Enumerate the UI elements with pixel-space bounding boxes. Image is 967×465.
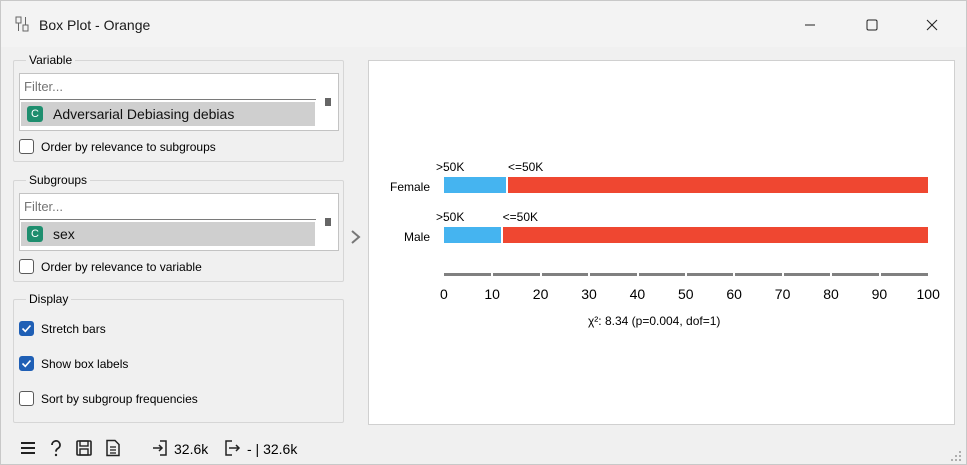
x-tick-mark-60	[733, 272, 736, 277]
x-tick-mark-90	[878, 272, 881, 277]
checkbox-label: Order by relevance to variable	[41, 259, 202, 274]
order-by-relevance-variable-checkbox[interactable]: Order by relevance to variable	[19, 259, 202, 274]
checkbox-label: Stretch bars	[41, 321, 106, 336]
x-tick-mark-10	[491, 272, 494, 277]
box-plot-canvas: Female Male >50K <=50K >50K <=50K 0 10 20 3…	[368, 60, 955, 425]
checkbox-box[interactable]	[19, 321, 34, 336]
status-bar	[1, 434, 966, 464]
x-tick-label-0: 0	[440, 286, 448, 302]
subgroups-list: C sex	[19, 193, 339, 251]
checkbox-label: Sort by subgroup frequencies	[41, 391, 198, 406]
chi-square-statistic: χ²: 8.34 (p=0.004, dof=1)	[588, 314, 721, 328]
variable-filter-input[interactable]	[20, 74, 316, 100]
stretch-bars-checkbox[interactable]: Stretch bars	[19, 321, 106, 336]
title-bar: Box Plot - Orange	[1, 1, 966, 47]
categorical-variable-icon: C	[27, 226, 43, 242]
checkbox-label: Show box labels	[41, 356, 129, 371]
box-label-female-low-income: <=50K	[507, 160, 544, 174]
checkbox-box[interactable]	[19, 259, 34, 274]
x-tick-label-30: 30	[581, 286, 597, 302]
box-label-male-low-income: <=50K	[502, 210, 538, 224]
subgroups-selected-item[interactable]: C sex	[21, 222, 315, 246]
order-by-relevance-subgroups-checkbox[interactable]: Order by relevance to subgroups	[19, 139, 216, 154]
x-tick-label-100: 100	[916, 286, 940, 302]
input-count: 32.6k	[174, 441, 209, 457]
x-tick-label-70: 70	[774, 286, 791, 302]
variable-list-scrollbar[interactable]	[325, 98, 331, 106]
x-tick-label-10: 10	[484, 286, 500, 302]
x-tick-mark-30	[588, 272, 591, 277]
variable-group-title: Variable	[26, 53, 76, 67]
variable-list: C Adversarial Debiasing debias	[19, 73, 339, 131]
x-tick-mark-20	[539, 272, 542, 277]
variable-selected-label: Adversarial Debiasing debias	[53, 106, 235, 122]
show-box-labels-checkbox[interactable]: Show box labels	[19, 356, 128, 371]
window-title: Box Plot - Orange	[39, 17, 151, 33]
close-button[interactable]	[909, 9, 955, 41]
report-icon[interactable]	[104, 439, 122, 457]
categorical-variable-icon: C	[27, 106, 43, 122]
minimize-button[interactable]	[787, 9, 833, 41]
x-tick-mark-40	[636, 272, 639, 277]
checkbox-label: Order by relevance to subgroups	[41, 139, 216, 154]
variable-selected-item[interactable]: C Adversarial Debiasing debias	[21, 102, 315, 126]
bar-male-low-income	[502, 227, 928, 243]
checkbox-box[interactable]	[19, 356, 34, 371]
display-group: Display Stretch bars Show box labels Sor…	[13, 292, 344, 423]
chevron-right-icon[interactable]	[349, 229, 363, 245]
x-tick-label-80: 80	[823, 286, 839, 302]
subgroups-filter-input[interactable]	[20, 194, 316, 220]
x-tick-label-90: 90	[871, 286, 888, 302]
output-data-icon	[225, 440, 241, 456]
sort-by-subgroup-frequencies-checkbox[interactable]: Sort by subgroup frequencies	[19, 391, 198, 406]
bar-female-high-income	[444, 177, 506, 193]
hamburger-menu-icon[interactable]	[19, 439, 37, 457]
row-label-female: Female	[390, 180, 431, 194]
save-icon[interactable]	[75, 439, 93, 457]
subgroups-group-title: Subgroups	[26, 173, 91, 187]
checkmark-icon	[21, 359, 32, 368]
box-label-male-high-income: >50K	[436, 210, 465, 224]
resize-grip-icon[interactable]	[950, 450, 962, 462]
display-group-title: Display	[26, 292, 72, 306]
input-data-icon	[153, 440, 167, 456]
bar-male-high-income	[444, 227, 501, 243]
checkbox-box[interactable]	[19, 139, 34, 154]
row-label-male: Male	[404, 230, 431, 244]
x-tick-mark-80	[830, 272, 833, 277]
variable-group: Variable C Adversarial Debiasing debias …	[13, 53, 344, 162]
close-icon	[926, 19, 938, 31]
checkbox-box[interactable]	[19, 391, 34, 406]
x-tick-label-40: 40	[629, 286, 646, 302]
maximize-button[interactable]	[849, 9, 895, 41]
x-tick-mark-70	[781, 272, 784, 277]
output-count: - | 32.6k	[247, 441, 298, 457]
subgroups-selected-label: sex	[53, 226, 75, 242]
x-tick-mark-50	[685, 272, 687, 277]
x-tick-label-50: 50	[678, 286, 694, 302]
box-plot-app-icon	[15, 16, 29, 32]
x-tick-label-20: 20	[532, 286, 549, 302]
maximize-icon	[866, 19, 878, 31]
box-label-female-high-income: >50K	[436, 160, 465, 174]
minimize-icon	[805, 24, 815, 26]
subgroups-group: Subgroups C sex Order by relevance to va…	[13, 173, 344, 282]
bar-female-low-income	[507, 177, 928, 193]
x-tick-label-60: 60	[726, 286, 742, 302]
subgroups-list-scrollbar[interactable]	[325, 218, 331, 226]
help-icon[interactable]	[47, 439, 65, 457]
checkmark-icon	[21, 324, 32, 333]
